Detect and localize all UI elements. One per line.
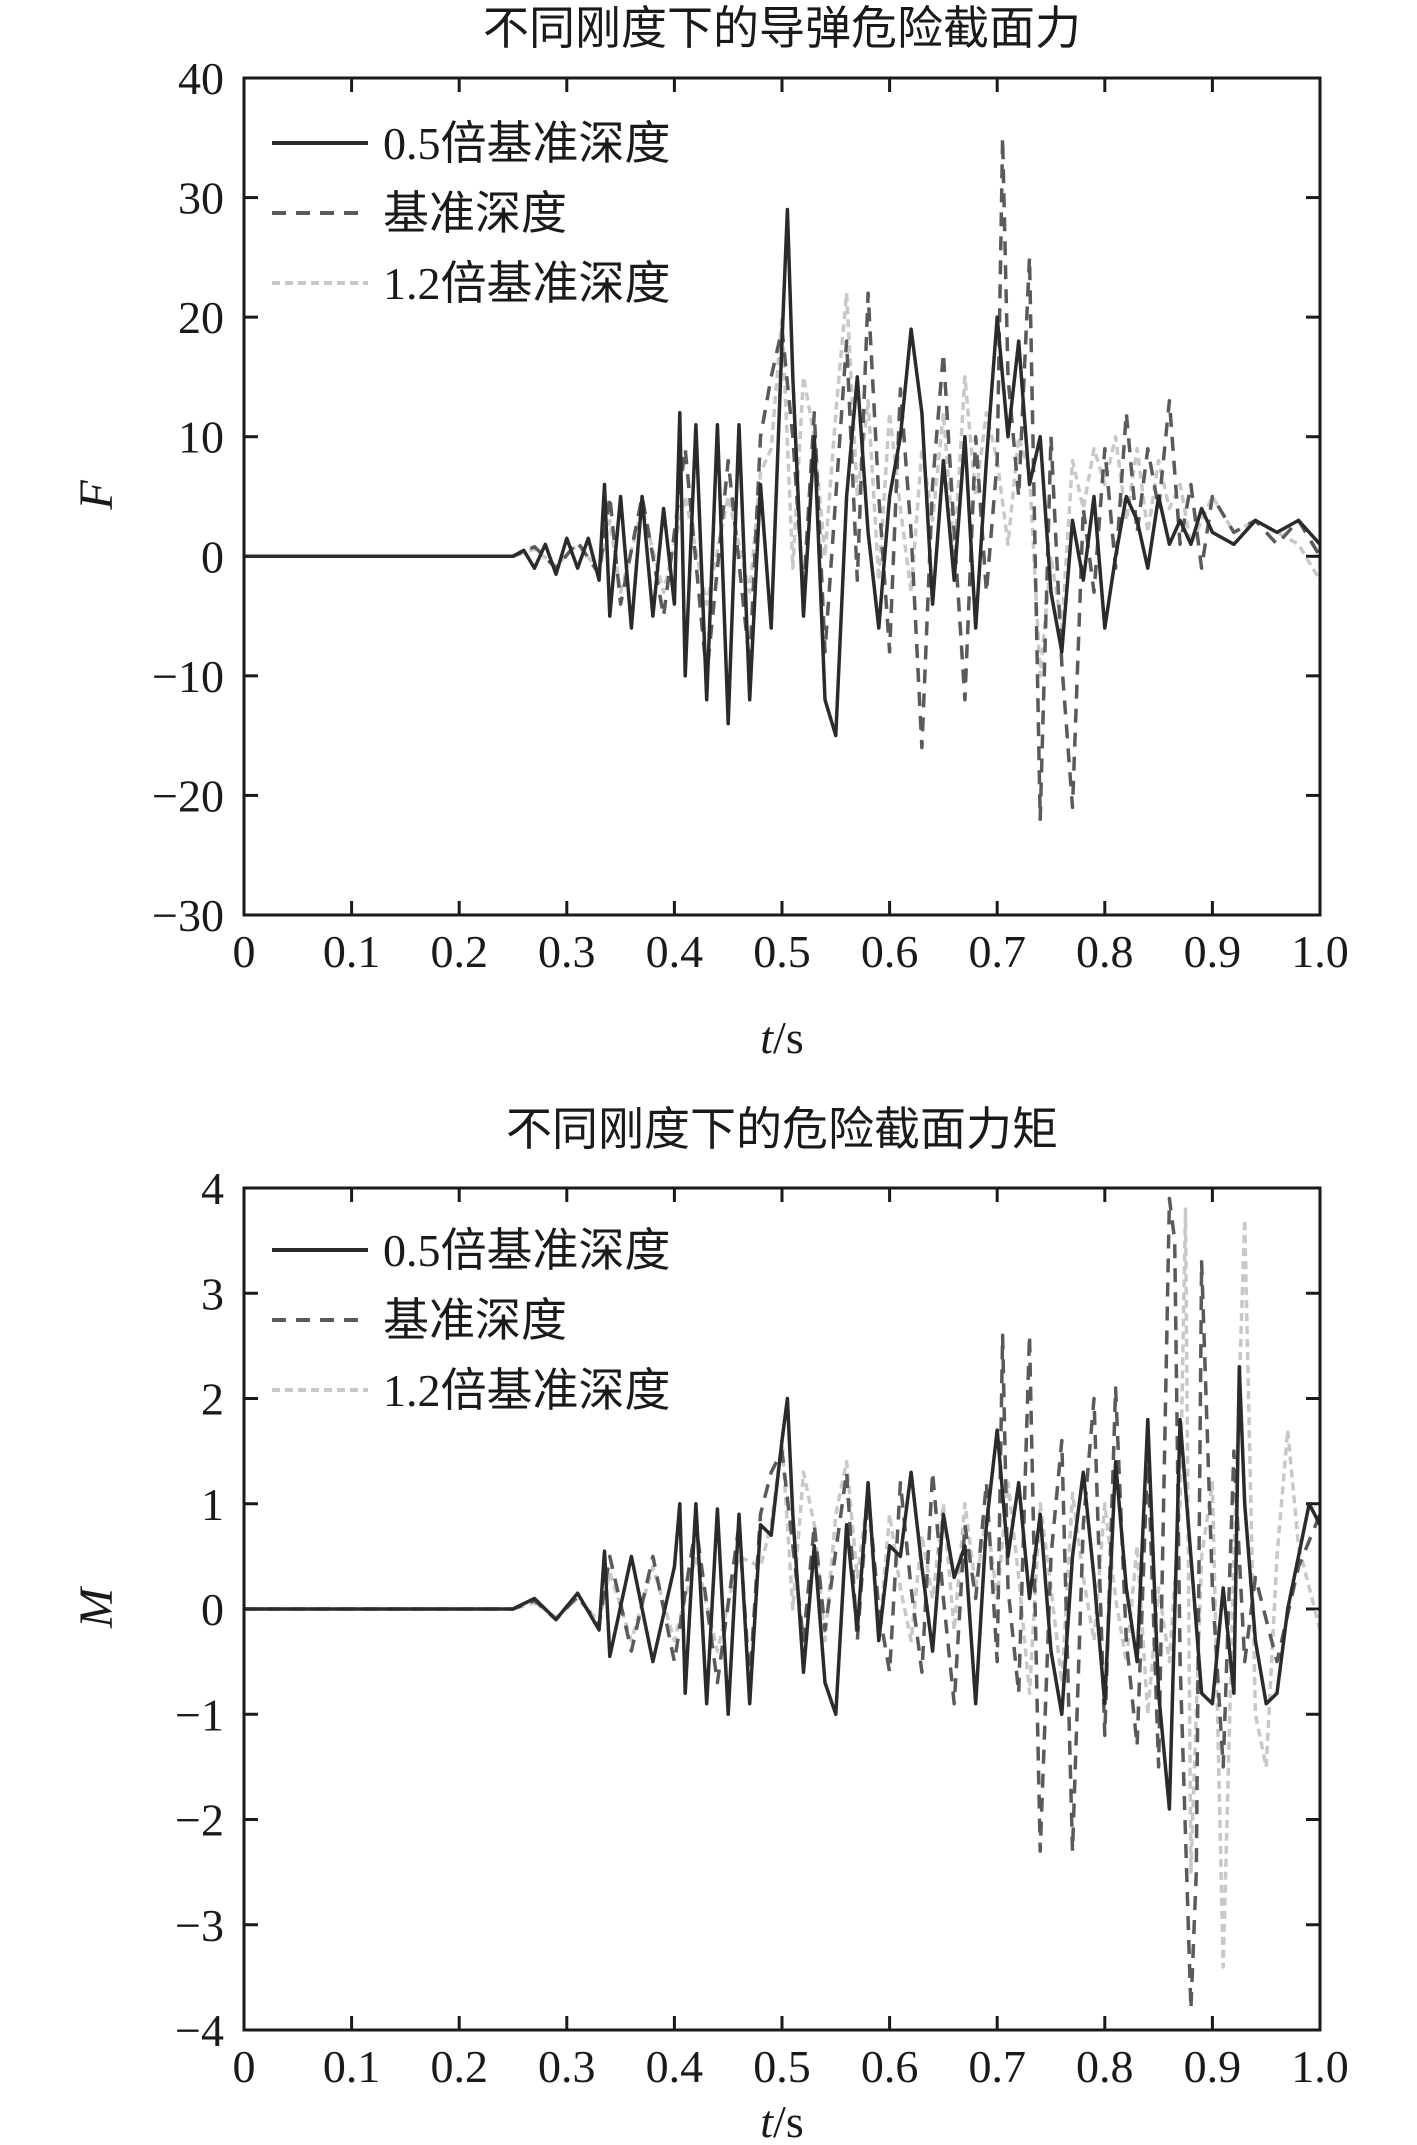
legend: 0.5倍基准深度 基准深度 1.2倍基准深度 (272, 1225, 671, 1416)
series-layer (244, 136, 1322, 822)
y-tick-label: 2 (201, 1374, 224, 1425)
legend-label: 0.5倍基准深度 (383, 118, 671, 169)
plot-frame (242, 1186, 1322, 2032)
y-axis-label: M (70, 1585, 123, 1629)
x-axis-label-var: t (760, 1012, 774, 1063)
y-tick-label: 1 (201, 1479, 224, 1530)
x-tick-label: 0.6 (861, 2041, 919, 2092)
legend-label: 1.2倍基准深度 (383, 1365, 671, 1416)
tick-group: 0 0.1 0.2 0.3 0.4 0.5 0.6 0.7 0.8 0.9 1.0 4 3 2 1 0 −1 −2… (175, 1163, 1349, 2092)
x-tick-label: 0.2 (430, 926, 488, 977)
y-tick-label: 20 (178, 292, 224, 343)
y-tick-label: 40 (178, 53, 224, 104)
y-tick-label: −10 (152, 651, 224, 702)
series-line (244, 207, 1322, 738)
x-axis-label-var: t (760, 2096, 774, 2145)
y-tick-label: 4 (201, 1163, 224, 1214)
x-tick-label: 0.1 (323, 2041, 381, 2092)
moment-chart: 不同刚度下的危险截面力矩 0 0.1 0.2 0.3 0.4 0.5 0.6 0.7 0.8 0.… (70, 1104, 1349, 2145)
x-tick-label: 0.4 (646, 2041, 704, 2092)
y-tick-label: 0 (201, 531, 224, 582)
series-line (244, 1196, 1322, 2011)
x-axis-label: t/s (760, 2096, 803, 2145)
x-axis-label: t/s (760, 1012, 803, 1063)
x-tick-label: 1.0 (1291, 2041, 1349, 2092)
x-tick-label: 1.0 (1291, 926, 1349, 977)
y-tick-label: −2 (175, 1795, 224, 1846)
x-tick-label: 0.6 (861, 926, 919, 977)
x-tick-label: 0.7 (968, 926, 1026, 977)
x-tick-label: 0.3 (538, 2041, 596, 2092)
legend-label: 1.2倍基准深度 (383, 258, 671, 309)
legend-label: 基准深度 (383, 188, 567, 239)
legend-label: 0.5倍基准深度 (383, 1225, 671, 1276)
y-tick-label: −30 (152, 890, 224, 941)
x-tick-label: 0.3 (538, 926, 596, 977)
plot-frame (242, 76, 1322, 917)
series-line (244, 1207, 1322, 1969)
force-chart: 不同刚度下的导弹危险截面力 0 0.1 0.2 0.3 0.4 0.5 0.6 0.7 0.8 0… (70, 3, 1349, 1063)
x-axis-label-unit: /s (773, 1012, 804, 1063)
x-tick-label: 0 (233, 2041, 256, 2092)
legend-label: 基准深度 (383, 1295, 567, 1346)
x-tick-label: 0.4 (646, 926, 704, 977)
series-line (244, 1365, 1322, 1811)
x-tick-label: 0 (233, 926, 256, 977)
x-tick-label: 0.1 (323, 926, 381, 977)
x-tick-label: 0.7 (968, 2041, 1026, 2092)
y-tick-label: −3 (175, 1900, 224, 1951)
x-tick-label: 0.2 (430, 2041, 488, 2092)
x-tick-label: 0.5 (753, 926, 811, 977)
chart-title: 不同刚度下的导弹危险截面力 (483, 3, 1081, 54)
y-tick-label: 10 (178, 412, 224, 463)
y-tick-label: 3 (201, 1268, 224, 1319)
x-tick-label: 0.5 (753, 2041, 811, 2092)
y-tick-label: −1 (175, 1689, 224, 1740)
chart-title: 不同刚度下的危险截面力矩 (506, 1104, 1058, 1155)
y-tick-label: 30 (178, 173, 224, 224)
x-axis-label-unit: /s (773, 2096, 804, 2145)
tick-group: 0 0.1 0.2 0.3 0.4 0.5 0.6 0.7 0.8 0.9 1.0 40 30 20 10 0… (152, 53, 1349, 977)
x-tick-label: 0.9 (1184, 2041, 1242, 2092)
y-axis-label: F (70, 480, 123, 511)
y-tick-label: −20 (152, 770, 224, 821)
legend: 0.5倍基准深度 基准深度 1.2倍基准深度 (272, 118, 671, 309)
x-tick-label: 0.8 (1076, 926, 1134, 977)
series-line (244, 291, 1322, 678)
x-tick-label: 0.9 (1184, 926, 1242, 977)
series-line (244, 136, 1322, 822)
x-tick-label: 0.8 (1076, 2041, 1134, 2092)
series-layer (244, 1196, 1322, 2011)
y-tick-label: −4 (175, 2005, 224, 2056)
y-tick-label: 0 (201, 1584, 224, 1635)
